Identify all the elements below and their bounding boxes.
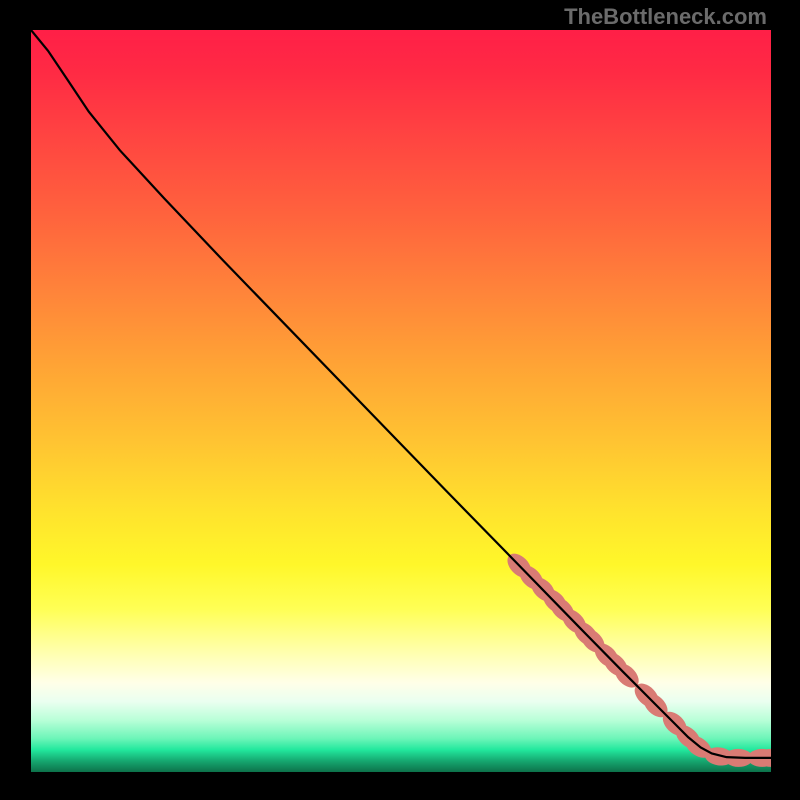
chart-frame: TheBottleneck.com xyxy=(0,0,800,800)
curve-layer xyxy=(31,30,771,772)
markers-group xyxy=(503,549,771,767)
plot-area xyxy=(31,30,771,772)
curve-line xyxy=(31,30,771,758)
watermark-text: TheBottleneck.com xyxy=(564,4,767,30)
